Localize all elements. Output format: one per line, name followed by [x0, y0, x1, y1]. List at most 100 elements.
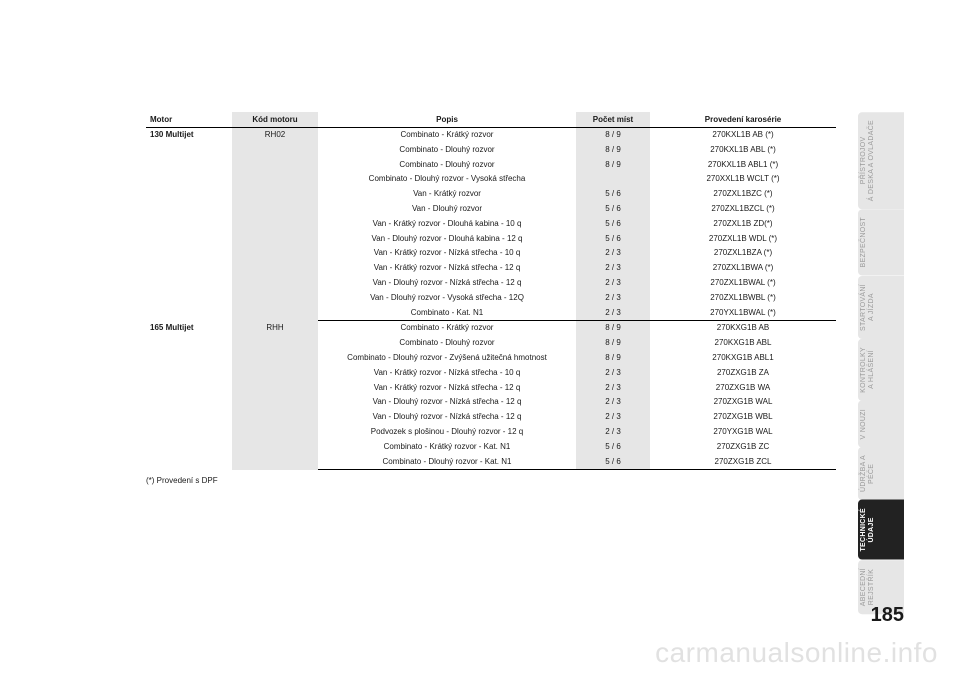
content-area: Motor Kód motoru Popis Počet míst Proved… [146, 112, 836, 485]
tab-inactive: STARTOVÁNÍA JÍZDA [858, 276, 904, 339]
tab-label-line1: STARTOVÁNÍ [860, 284, 868, 331]
cell-pocet: 5 / 6 [576, 440, 650, 455]
tab-active: TECHNICKÉÚDAJE [858, 500, 904, 560]
cell-pocet: 8 / 9 [576, 351, 650, 366]
cell-prov: 270KXG1B ABL [650, 336, 836, 351]
cell-prov: 270ZXL1B WDL (*) [650, 232, 836, 247]
cell-popis: Combinato - Dlouhý rozvor - Vysoká střec… [318, 172, 576, 187]
tab-label-line2: Á DESKA A OVLADAČE [868, 120, 876, 201]
tab-label-line1: V NOUZI [860, 409, 868, 440]
cell-pocet: 2 / 3 [576, 410, 650, 425]
tab-label-line1: BEZPEČNOST [860, 217, 868, 267]
table-body: 130 MultijetRH02Combinato - Krátký rozvo… [146, 128, 836, 470]
cell-pocet: 8 / 9 [576, 321, 650, 336]
tab-inactive: KONTROLKYA HLÁŠENÍ [858, 339, 904, 401]
cell-popis: Combinato - Dlouhý rozvor - Kat. N1 [318, 455, 576, 470]
cell-popis: Van - Dlouhý rozvor - Nízká střecha - 12… [318, 276, 576, 291]
cell-prov: 270KXG1B ABL1 [650, 351, 836, 366]
page: Motor Kód motoru Popis Počet míst Proved… [0, 0, 960, 679]
tab-inactive: V NOUZI [858, 401, 904, 448]
cell-prov: 270ZXG1B WA [650, 381, 836, 396]
cell-popis: Combinato - Kat. N1 [318, 306, 576, 321]
cell-popis: Van - Dlouhý rozvor - Nízká střecha - 12… [318, 395, 576, 410]
tab-label-line1: ÚDRŽBA A [860, 455, 868, 492]
cell-prov: 270YXL1BWAL (*) [650, 306, 836, 321]
cell-prov: 270YXG1B WAL [650, 425, 836, 440]
cell-prov: 270ZXG1B ZCL [650, 455, 836, 470]
cell-popis: Combinato - Dlouhý rozvor [318, 158, 576, 173]
cell-prov: 270KXL1B AB (*) [650, 128, 836, 143]
table-row: 165 MultijetRHHCombinato - Krátký rozvor… [146, 321, 836, 336]
tab-inactive: BEZPEČNOST [858, 209, 904, 275]
cell-kod: RH02 [232, 128, 318, 321]
cell-pocet: 5 / 6 [576, 217, 650, 232]
tab-inactive: PŘÍSTROJOVÁ DESKA A OVLADAČE [858, 112, 904, 209]
cell-pocet: 5 / 6 [576, 187, 650, 202]
cell-pocet: 2 / 3 [576, 276, 650, 291]
cell-pocet: 8 / 9 [576, 128, 650, 143]
cell-prov: 270ZXG1B WAL [650, 395, 836, 410]
cell-popis: Combinato - Dlouhý rozvor - Zvýšená užit… [318, 351, 576, 366]
tab-label-line2: ÚDAJE [868, 508, 876, 552]
cell-pocet: 2 / 3 [576, 366, 650, 381]
cell-popis: Van - Krátký rozvor - Nízká střecha - 10… [318, 366, 576, 381]
th-prov: Provedení karosérie [650, 112, 836, 128]
footnote: (*) Provedení s DPF [146, 476, 836, 485]
cell-popis: Combinato - Krátký rozvor - Kat. N1 [318, 440, 576, 455]
cell-motor: 165 Multijet [146, 321, 232, 470]
cell-pocet [576, 172, 650, 187]
cell-prov: 270KXG1B AB [650, 321, 836, 336]
cell-prov: 270KXL1B ABL (*) [650, 143, 836, 158]
cell-prov: 270KXL1B ABL1 (*) [650, 158, 836, 173]
cell-pocet: 2 / 3 [576, 291, 650, 306]
cell-popis: Combinato - Dlouhý rozvor [318, 336, 576, 351]
cell-prov: 270ZXL1BWA (*) [650, 261, 836, 276]
tab-label-line1: ABECEDNÍ [860, 568, 868, 606]
spec-table: Motor Kód motoru Popis Počet míst Proved… [146, 112, 836, 470]
tab-label-line2: A HLÁŠENÍ [868, 347, 876, 393]
cell-pocet: 8 / 9 [576, 143, 650, 158]
tab-inactive: ÚDRŽBA APÉČE [858, 447, 904, 500]
th-popis: Popis [318, 112, 576, 128]
cell-popis: Van - Krátký rozvor - Nízká střecha - 12… [318, 261, 576, 276]
cell-pocet: 8 / 9 [576, 158, 650, 173]
cell-pocet: 5 / 6 [576, 455, 650, 470]
cell-popis: Combinato - Krátký rozvor [318, 128, 576, 143]
cell-popis: Combinato - Dlouhý rozvor [318, 143, 576, 158]
cell-prov: 270ZXL1BWBL (*) [650, 291, 836, 306]
watermark: carmanualsonline.info [655, 637, 938, 669]
cell-popis: Van - Krátký rozvor - Nízká střecha - 12… [318, 381, 576, 396]
cell-prov: 270ZXL1BZC (*) [650, 187, 836, 202]
tab-label-line2: A JÍZDA [868, 284, 876, 331]
cell-pocet: 2 / 3 [576, 425, 650, 440]
tab-label-line1: TECHNICKÉ [860, 508, 868, 552]
cell-popis: Van - Dlouhý rozvor [318, 202, 576, 217]
cell-prov: 270XXL1B WCLT (*) [650, 172, 836, 187]
side-tabs: PŘÍSTROJOVÁ DESKA A OVLADAČE BEZPEČNOST ST… [858, 112, 904, 614]
cell-popis: Van - Dlouhý rozvor - Vysoká střecha - 1… [318, 291, 576, 306]
table-row: 130 MultijetRH02Combinato - Krátký rozvo… [146, 128, 836, 143]
tab-label-line2: REJSTŘÍK [868, 568, 876, 606]
cell-popis: Podvozek s plošinou - Dlouhý rozvor - 12… [318, 425, 576, 440]
tab-label-line1: PŘÍSTROJOV [860, 120, 868, 201]
table-header-row: Motor Kód motoru Popis Počet míst Proved… [146, 112, 836, 128]
cell-pocet: 2 / 3 [576, 306, 650, 321]
cell-pocet: 2 / 3 [576, 395, 650, 410]
cell-kod: RHH [232, 321, 318, 470]
cell-pocet: 2 / 3 [576, 381, 650, 396]
cell-popis: Combinato - Krátký rozvor [318, 321, 576, 336]
cell-prov: 270ZXL1BZCL (*) [650, 202, 836, 217]
cell-prov: 270ZXL1B ZD(*) [650, 217, 836, 232]
cell-pocet: 8 / 9 [576, 336, 650, 351]
cell-motor: 130 Multijet [146, 128, 232, 321]
tab-label-line2: PÉČE [868, 455, 876, 492]
cell-pocet: 2 / 3 [576, 261, 650, 276]
th-pocet: Počet míst [576, 112, 650, 128]
cell-popis: Van - Dlouhý rozvor - Dlouhá kabina - 12… [318, 232, 576, 247]
th-kod: Kód motoru [232, 112, 318, 128]
cell-popis: Van - Krátký rozvor [318, 187, 576, 202]
cell-prov: 270ZXG1B ZA [650, 366, 836, 381]
cell-popis: Van - Krátký rozvor - Nízká střecha - 10… [318, 246, 576, 261]
cell-prov: 270ZXG1B WBL [650, 410, 836, 425]
cell-pocet: 5 / 6 [576, 232, 650, 247]
